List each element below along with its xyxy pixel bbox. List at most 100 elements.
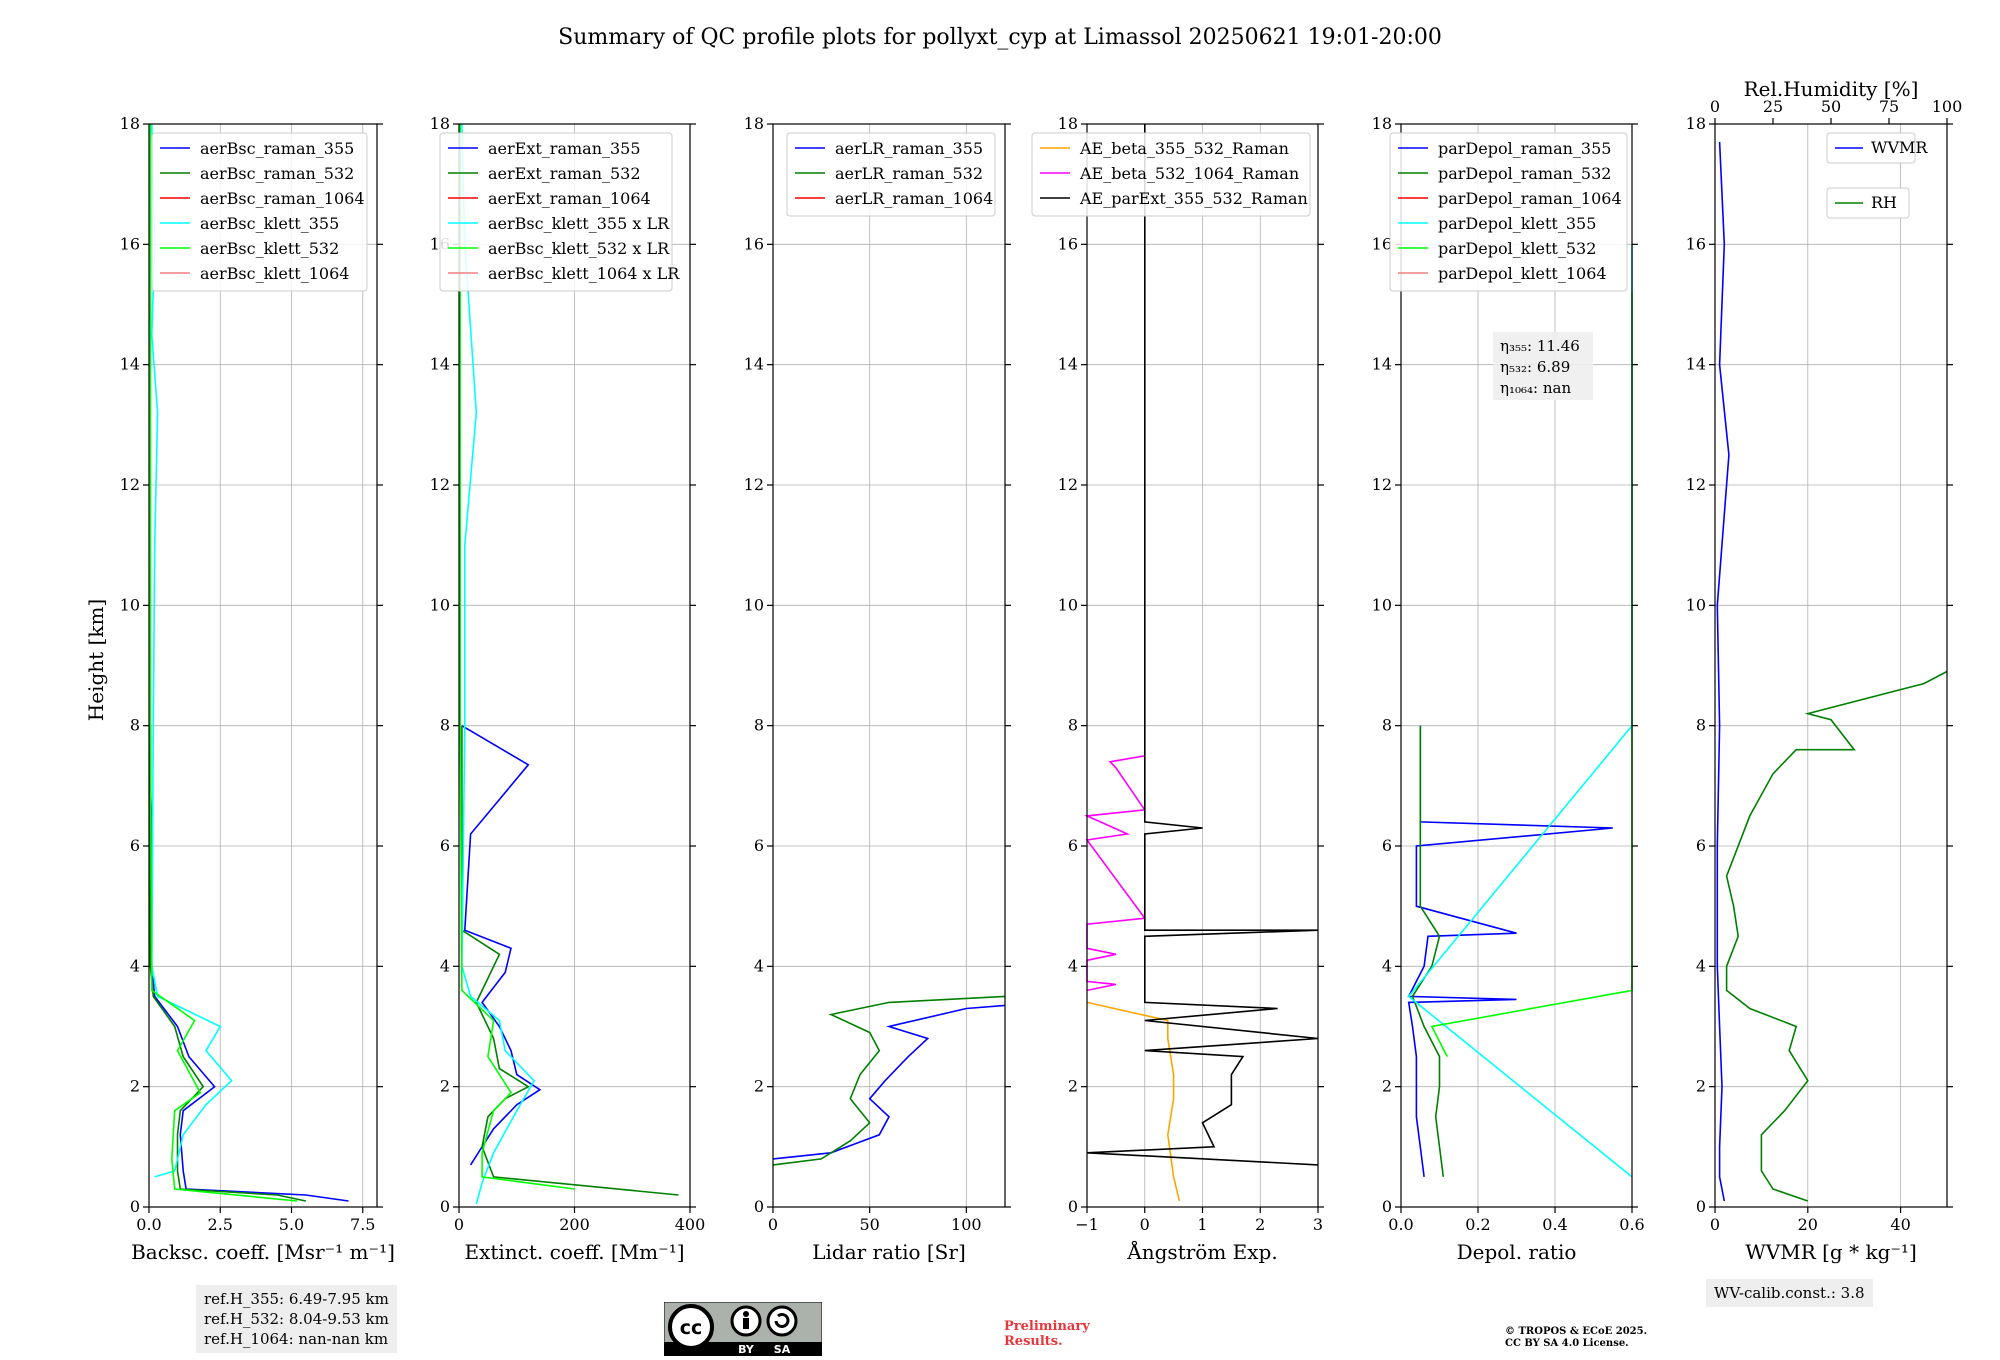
legend-label: parDepol_klett_1064: [1438, 264, 1607, 283]
series-RH: [1725, 670, 1948, 1202]
x-tick-label: 2: [1255, 1215, 1265, 1234]
series-aerLR_raman_532: [772, 995, 1006, 1166]
x-tick-label: 0.4: [1542, 1215, 1567, 1234]
x-axis-label: Backsc. coeff. [Msr⁻¹ m⁻¹]: [131, 1240, 395, 1264]
top-x-tick-label: 75: [1879, 97, 1899, 116]
wv-calib-text: WV-calib.const.: 3.8: [1714, 1284, 1865, 1302]
y-tick-label: 0: [1068, 1197, 1078, 1216]
x-tick-label: 5.0: [279, 1215, 304, 1234]
x-tick-label: 0.0: [136, 1215, 161, 1234]
y-tick-label: 14: [1686, 355, 1706, 374]
y-tick-label: 2: [1068, 1077, 1078, 1096]
y-tick-label: 6: [440, 836, 450, 855]
series-aerBsc_raman_355: [149, 725, 349, 1202]
cc-icon: [668, 1304, 714, 1350]
y-tick-label: 4: [754, 956, 764, 975]
y-tick-label: 2: [130, 1077, 140, 1096]
y-tick-label: 10: [1058, 595, 1078, 614]
legend-label: aerLR_raman_532: [835, 164, 983, 183]
y-axis-label: Height [km]: [84, 599, 108, 721]
series-WVMR: [1716, 141, 1730, 1202]
y-tick-label: 4: [1696, 956, 1706, 975]
x-tick-label: 40: [1890, 1215, 1910, 1234]
preliminary-notice: Preliminary Results.: [1004, 1319, 1090, 1349]
preliminary-line-2: Results.: [1004, 1334, 1063, 1349]
y-tick-label: 8: [1696, 716, 1706, 735]
y-tick-label: 14: [1372, 355, 1392, 374]
x-axis-label: Ångström Exp.: [1126, 1239, 1277, 1264]
legend-label: AE_beta_355_532_Raman: [1079, 139, 1289, 158]
ref-height-532: ref.H_532: 8.04-9.53 km: [204, 1310, 389, 1328]
legend-label: aerBsc_klett_532: [200, 239, 339, 258]
eta532-text: η₅₃₂: 6.89: [1500, 358, 1570, 376]
y-tick-label: 18: [430, 114, 450, 133]
x-tick-label: 2.5: [208, 1215, 233, 1234]
wv-calibration-box: WV-calib.const.: 3.8: [1706, 1279, 1873, 1307]
legend-label: aerLR_raman_355: [835, 139, 983, 158]
preliminary-line-1: Preliminary: [1004, 1319, 1090, 1334]
series-aerBsc_klett_532: [149, 124, 298, 1202]
y-tick-label: 18: [744, 114, 764, 133]
series-aerExt_raman_355: [461, 725, 542, 1166]
y-tick-label: 2: [440, 1077, 450, 1096]
y-tick-label: 12: [1058, 475, 1078, 494]
y-tick-label: 0: [130, 1197, 140, 1216]
y-tick-label: 10: [430, 595, 450, 614]
legend-label: parDepol_raman_355: [1438, 139, 1611, 158]
top-x-tick-label: 25: [1763, 97, 1783, 116]
legend-label: AE_beta_532_1064_Raman: [1079, 164, 1299, 183]
y-tick-label: 16: [1686, 234, 1706, 253]
legend-label: aerExt_raman_355: [488, 139, 641, 158]
y-tick-label: 4: [1382, 956, 1392, 975]
top-axis-label: Rel.Humidity [%]: [1744, 77, 1919, 101]
y-tick-label: 16: [744, 234, 764, 253]
y-tick-label: 12: [430, 475, 450, 494]
series-parDepol_raman_355: [1407, 725, 1613, 1178]
axes-frame: [772, 123, 1006, 1208]
series-aerBsc_klett_532 x LR: [459, 124, 575, 1190]
y-tick-label: 14: [744, 355, 764, 374]
copyright-line-2: CC BY SA 4.0 License.: [1505, 1338, 1629, 1349]
y-tick-label: 0: [440, 1197, 450, 1216]
y-tick-label: 6: [1382, 836, 1392, 855]
cc-text: cc: [680, 1317, 703, 1339]
y-tick-label: 8: [1382, 716, 1392, 735]
copyright-notice: © TROPOS & ECoE 2025. CC BY SA 4.0 Licen…: [1505, 1326, 1647, 1350]
x-tick-label: 7.5: [350, 1215, 375, 1234]
legend-label: aerBsc_raman_355: [200, 139, 354, 158]
legend-box: [1389, 132, 1628, 292]
y-tick-label: 16: [1372, 234, 1392, 253]
y-tick-label: 12: [1372, 475, 1392, 494]
x-tick-label: 50: [859, 1215, 879, 1234]
y-tick-label: 10: [744, 595, 764, 614]
y-tick-label: 2: [754, 1077, 764, 1096]
axes-frame: [148, 123, 378, 1208]
figure-title: Summary of QC profile plots for pollyxt_…: [558, 25, 1442, 50]
x-tick-label: 0.0: [1388, 1215, 1413, 1234]
legend-box: [786, 132, 996, 217]
legend-label: aerExt_raman_532: [488, 164, 641, 183]
y-tick-label: 16: [1058, 234, 1078, 253]
panel-depol: 0 2 4 6 8 10 12 14 16 18 0.0 0.2 0.4 0.6 Depol. ratio p…: [1372, 114, 1645, 1264]
y-tick-label: 6: [754, 836, 764, 855]
x-tick-label: 0: [454, 1215, 464, 1234]
y-tick-label: 8: [1068, 716, 1078, 735]
legend-box: [1826, 187, 1910, 219]
cc-license-badge: cc BY SA: [664, 1302, 822, 1356]
legend-label: aerExt_raman_1064: [488, 189, 651, 208]
x-tick-label: 200: [559, 1215, 590, 1234]
legend-label: aerBsc_klett_355: [200, 214, 339, 233]
x-tick-label: 400: [675, 1215, 706, 1234]
y-tick-label: 4: [1068, 956, 1078, 975]
x-tick-label: 3: [1313, 1215, 1323, 1234]
legend-box: [439, 132, 673, 292]
y-tick-label: 2: [1696, 1077, 1706, 1096]
axes-frame: [1400, 123, 1633, 1208]
series-AE_parExt_355_532_Raman: [1086, 124, 1319, 1166]
x-tick-label: −1: [1075, 1215, 1099, 1234]
y-tick-label: 8: [754, 716, 764, 735]
y-tick-label: 12: [744, 475, 764, 494]
